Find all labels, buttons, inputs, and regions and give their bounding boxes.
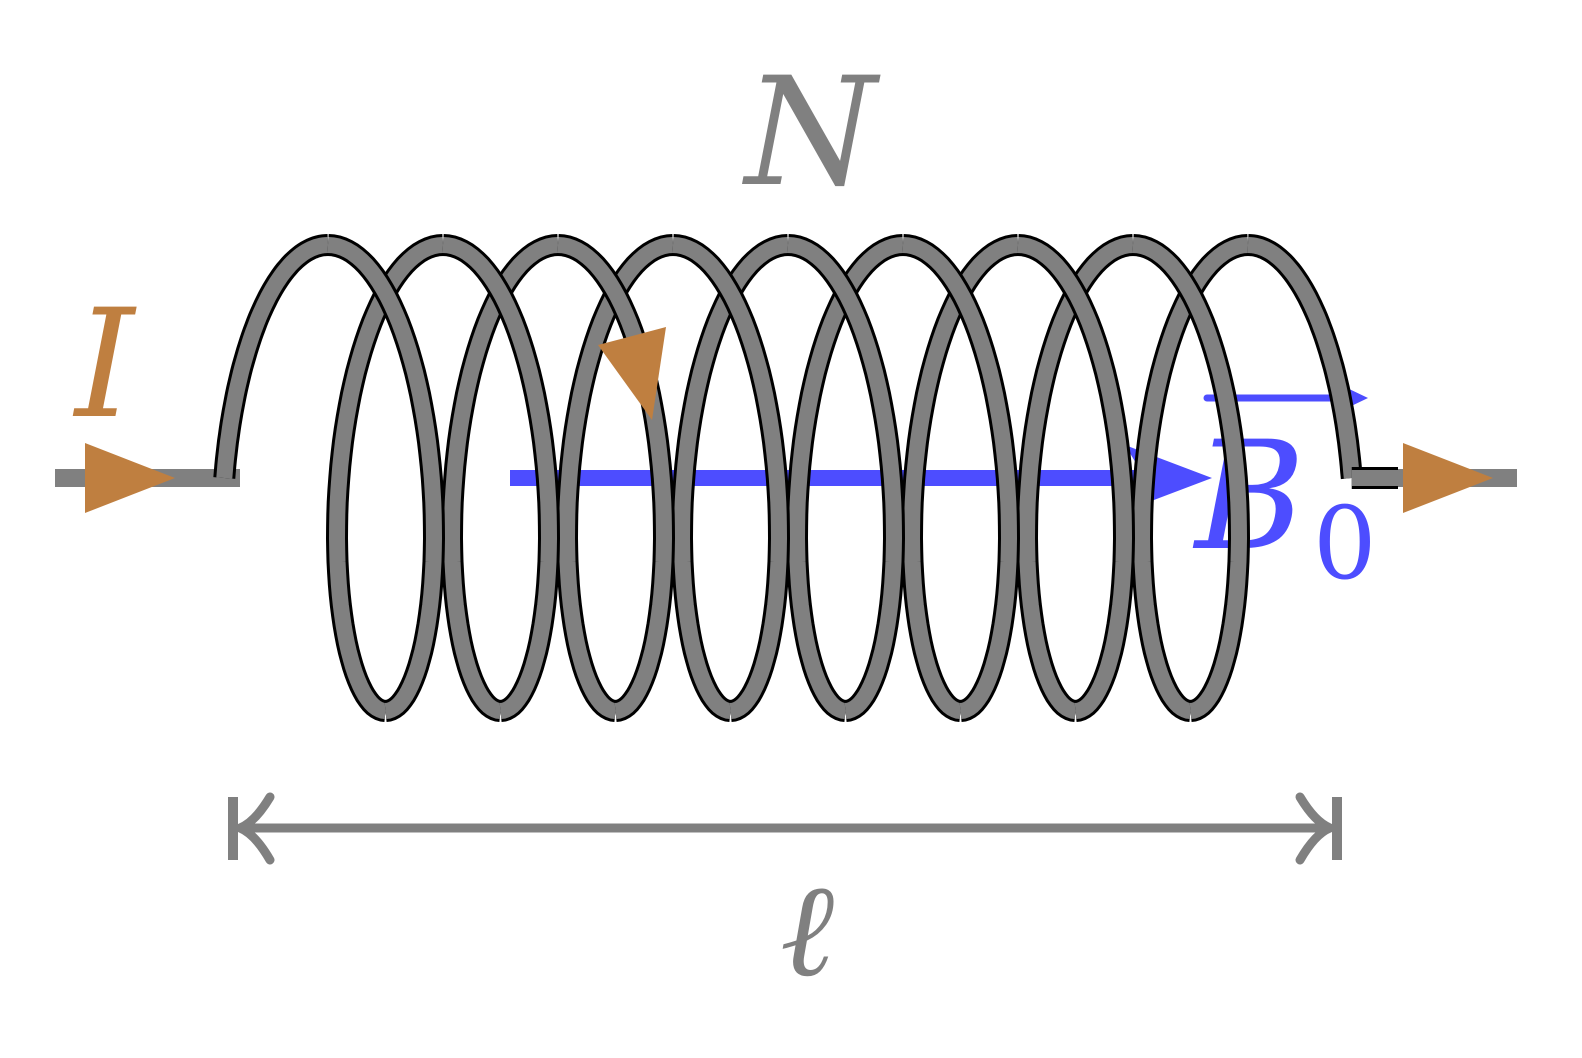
coil-front-segment <box>787 234 906 722</box>
magnetic-field-arrow <box>510 445 1212 511</box>
field-subscript: 0 <box>1313 485 1377 602</box>
coil-entry-segment <box>213 234 329 479</box>
turns-label: N <box>742 46 881 220</box>
dimension-left-arrowhead-icon <box>227 792 275 865</box>
coil-front-segment <box>327 234 446 722</box>
coil-back-segment <box>325 234 444 722</box>
coil-back-segment <box>440 234 559 722</box>
coil-front-segment <box>672 234 791 722</box>
current-label: I <box>72 278 137 452</box>
coil-back-segment <box>1015 234 1134 722</box>
solenoid-coil <box>213 234 1398 722</box>
current-coil-arrow-icon <box>598 327 666 420</box>
coil-front-segment <box>902 234 1021 722</box>
coil-exit-segment <box>1247 234 1363 480</box>
coil-back-segment <box>555 234 674 722</box>
dimension-right-arrowhead-icon <box>1295 792 1343 865</box>
coil-back-segment <box>670 234 789 722</box>
coil-front-segment <box>1132 234 1251 722</box>
coil-front-segment <box>557 234 676 722</box>
length-dimension: ℓ <box>227 792 1343 1006</box>
coil-front-segment <box>1017 234 1136 722</box>
coil-back-segment <box>1130 234 1249 722</box>
current-in-arrow-icon <box>85 443 175 513</box>
coil-back-segment <box>785 234 904 722</box>
current-out-arrow-icon <box>1403 443 1493 513</box>
length-label: ℓ <box>780 854 834 1006</box>
coil-front-segment <box>442 234 561 722</box>
coil-back-segment <box>900 234 1019 722</box>
